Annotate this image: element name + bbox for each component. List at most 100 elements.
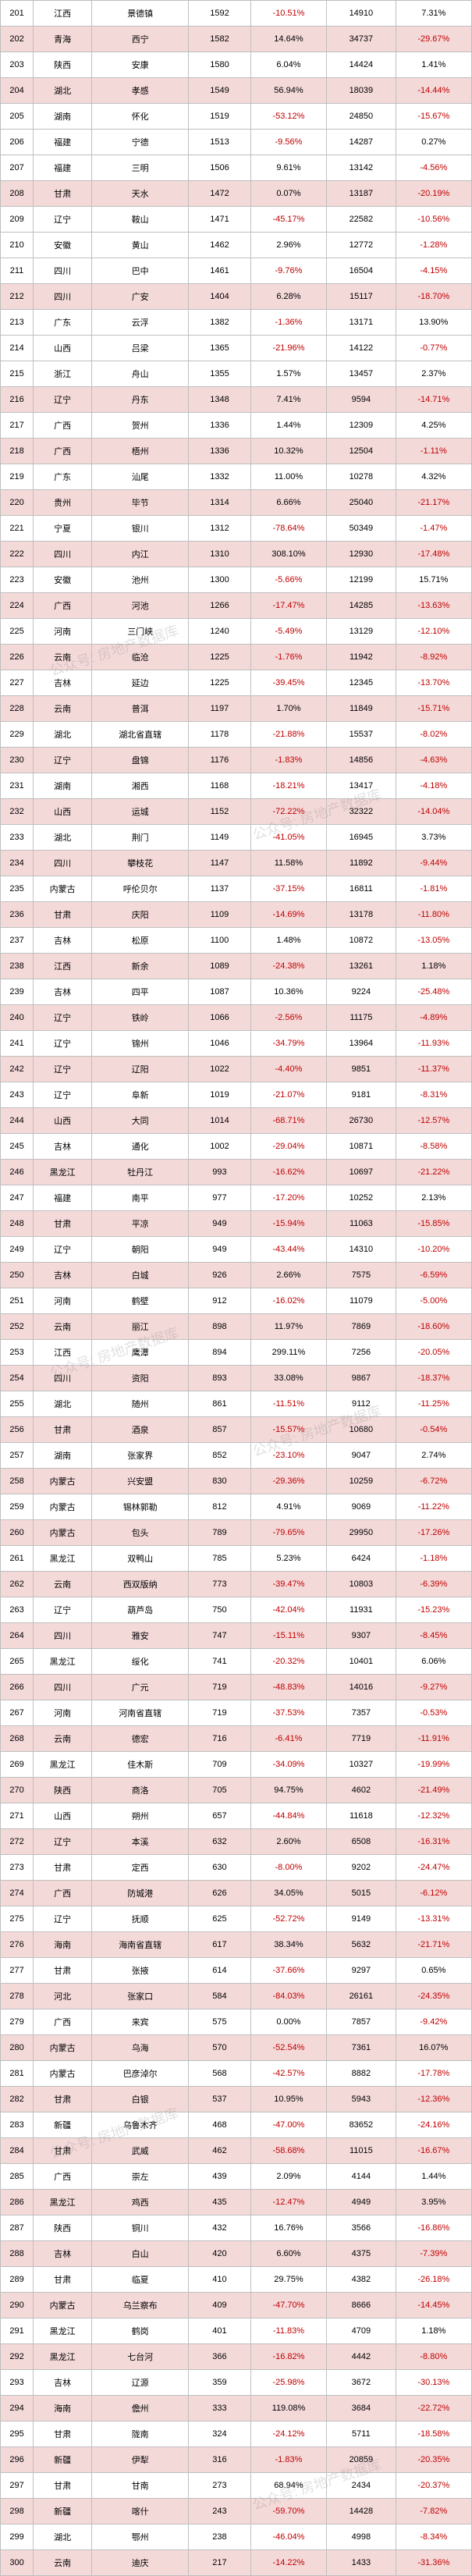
cell-index: 261 (1, 1546, 34, 1572)
table-row: 241辽宁锦州1046-34.79%13964-11.93% (1, 1031, 472, 1057)
cell-index: 242 (1, 1057, 34, 1082)
cell-city: 大同 (92, 1108, 189, 1134)
table-row: 287陕西铜川43216.76%3566-16.86% (1, 2215, 472, 2241)
cell-value1: 468 (189, 2112, 251, 2138)
cell-value1: 852 (189, 1443, 251, 1469)
cell-pct2: -30.13% (396, 2370, 471, 2396)
cell-pct2: -21.49% (396, 1778, 471, 1803)
cell-province: 新疆 (34, 2112, 92, 2138)
cell-pct2: -24.47% (396, 1855, 471, 1881)
cell-index: 292 (1, 2344, 34, 2370)
table-row: 212四川广安14046.28%15117-18.70% (1, 284, 472, 310)
cell-pct1: -16.62% (250, 1160, 326, 1185)
cell-value2: 20859 (327, 2447, 396, 2473)
table-row: 214山西吕梁1365-21.96%14122-0.77% (1, 336, 472, 361)
cell-pct2: -22.72% (396, 2396, 471, 2421)
cell-province: 新疆 (34, 2447, 92, 2473)
cell-pct2: 0.27% (396, 130, 471, 155)
table-row: 272辽宁本溪6322.60%6508-16.31% (1, 1829, 472, 1855)
cell-index: 278 (1, 1984, 34, 2009)
cell-pct2: -16.86% (396, 2215, 471, 2241)
cell-value2: 16504 (327, 258, 396, 284)
cell-pct1: -25.98% (250, 2370, 326, 2396)
cell-pct1: -37.53% (250, 1700, 326, 1726)
cell-index: 208 (1, 181, 34, 207)
cell-city: 乌兰察布 (92, 2293, 189, 2318)
table-row: 202青海西宁158214.64%34737-29.67% (1, 27, 472, 52)
cell-value1: 632 (189, 1829, 251, 1855)
cell-value1: 1002 (189, 1134, 251, 1160)
table-row: 297甘肃甘南27368.94%2434-20.37% (1, 2473, 472, 2499)
cell-index: 286 (1, 2190, 34, 2215)
cell-province: 海南 (34, 1932, 92, 1958)
cell-value1: 626 (189, 1881, 251, 1906)
cell-city: 通化 (92, 1134, 189, 1160)
cell-city: 锦州 (92, 1031, 189, 1057)
cell-pct1: 0.00% (250, 2009, 326, 2035)
cell-city: 资阳 (92, 1366, 189, 1391)
cell-value2: 12772 (327, 233, 396, 258)
cell-province: 山西 (34, 799, 92, 825)
cell-pct1: 299.11% (250, 1340, 326, 1366)
cell-value1: 625 (189, 1906, 251, 1932)
cell-value1: 409 (189, 2293, 251, 2318)
table-row: 256甘肃酒泉857-15.57%10680-0.54% (1, 1417, 472, 1443)
cell-index: 211 (1, 258, 34, 284)
cell-index: 232 (1, 799, 34, 825)
cell-province: 甘肃 (34, 1855, 92, 1881)
cell-value2: 11892 (327, 851, 396, 876)
cell-pct1: 56.94% (250, 78, 326, 104)
table-row: 229湖北湖北省直辖1178-21.88%15537-8.02% (1, 722, 472, 748)
cell-value1: 1580 (189, 52, 251, 78)
cell-pct2: -8.58% (396, 1134, 471, 1160)
cell-value2: 10803 (327, 1572, 396, 1597)
table-row: 236甘肃庆阳1109-14.69%13178-11.80% (1, 902, 472, 928)
cell-pct2: -13.63% (396, 593, 471, 619)
table-row: 219广东汕尾133211.00%102784.32% (1, 464, 472, 490)
cell-city: 巴中 (92, 258, 189, 284)
cell-pct1: -15.57% (250, 1417, 326, 1443)
cell-value2: 10252 (327, 1185, 396, 1211)
table-row: 237吉林松原11001.48%10872-13.05% (1, 928, 472, 954)
cell-pct2: -0.54% (396, 1417, 471, 1443)
cell-value2: 50349 (327, 516, 396, 542)
cell-pct1: -11.51% (250, 1391, 326, 1417)
cell-city: 四平 (92, 979, 189, 1005)
cell-value1: 949 (189, 1211, 251, 1237)
table-row: 276海南海南省直辖61738.34%5632-21.71% (1, 1932, 472, 1958)
cell-pct1: -12.47% (250, 2190, 326, 2215)
cell-pct1: 14.64% (250, 27, 326, 52)
cell-city: 海南省直辖 (92, 1932, 189, 1958)
cell-index: 255 (1, 1391, 34, 1417)
table-row: 208甘肃天水14720.07%13187-20.19% (1, 181, 472, 207)
cell-value2: 11942 (327, 645, 396, 670)
cell-pct1: -24.12% (250, 2421, 326, 2447)
cell-value2: 11931 (327, 1597, 396, 1623)
cell-value1: 1312 (189, 516, 251, 542)
cell-province: 湖南 (34, 1443, 92, 1469)
cell-value2: 12504 (327, 439, 396, 464)
cell-value1: 1355 (189, 361, 251, 387)
cell-value1: 1137 (189, 876, 251, 902)
cell-province: 河南 (34, 619, 92, 645)
cell-value2: 12309 (327, 413, 396, 439)
cell-value1: 750 (189, 1597, 251, 1623)
cell-city: 鹤壁 (92, 1288, 189, 1314)
cell-city: 葫芦岛 (92, 1597, 189, 1623)
table-row: 270陕西商洛70594.75%4602-21.49% (1, 1778, 472, 1803)
cell-index: 283 (1, 2112, 34, 2138)
cell-province: 内蒙古 (34, 2061, 92, 2087)
cell-city: 宁德 (92, 130, 189, 155)
cell-value2: 7869 (327, 1314, 396, 1340)
cell-pct1: 1.48% (250, 928, 326, 954)
cell-pct1: -24.38% (250, 954, 326, 979)
cell-province: 云南 (34, 1572, 92, 1597)
cell-value2: 9069 (327, 1494, 396, 1520)
table-row: 254四川资阳89333.08%9867-18.37% (1, 1366, 472, 1391)
cell-value2: 4375 (327, 2241, 396, 2267)
cell-index: 214 (1, 336, 34, 361)
cell-pct1: -5.49% (250, 619, 326, 645)
cell-value1: 1197 (189, 696, 251, 722)
cell-province: 湖北 (34, 722, 92, 748)
cell-index: 272 (1, 1829, 34, 1855)
